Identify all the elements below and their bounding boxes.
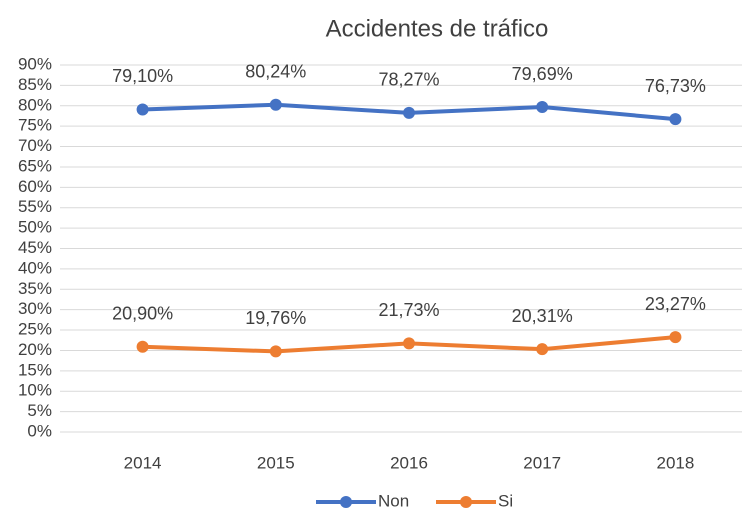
data-label: 20,31% (512, 306, 573, 326)
point (269, 345, 282, 358)
y-tick-label: 25% (18, 320, 52, 339)
point (403, 337, 415, 350)
data-label: 20,90% (112, 304, 173, 324)
y-tick-label: 55% (18, 197, 52, 216)
y-tick-label: 60% (18, 177, 52, 196)
y-tick-label: 15% (18, 360, 52, 379)
data-label: 21,73% (378, 300, 439, 320)
data-label: 23,27% (645, 294, 706, 314)
data-label: 78,27% (378, 70, 439, 90)
y-tick-label: 50% (18, 218, 52, 237)
point (403, 106, 415, 119)
data-label: 79,69% (512, 64, 573, 84)
y-tick-label: 85% (18, 75, 52, 94)
y-tick-label: 35% (18, 279, 52, 298)
y-tick-label: 5% (27, 401, 52, 420)
x-tick-label: 2014 (124, 453, 162, 472)
x-tick-label: 2017 (523, 453, 561, 472)
legend-label: Si (498, 491, 513, 510)
point (536, 343, 549, 356)
y-tick-label: 90% (18, 54, 52, 73)
data-label: 76,73% (645, 76, 706, 96)
point (669, 331, 682, 344)
data-label: 19,76% (245, 308, 306, 328)
y-tick-label: 40% (18, 258, 52, 277)
data-label: 80,24% (245, 62, 306, 82)
data-label: 79,10% (112, 66, 173, 86)
y-tick-label: 10% (18, 381, 52, 400)
y-tick-label: 20% (18, 340, 52, 359)
legend-label: Non (378, 491, 409, 510)
legend-marker (340, 496, 352, 508)
x-tick-label: 2018 (656, 453, 694, 472)
x-tick-label: 2015 (257, 453, 295, 472)
point (136, 103, 149, 116)
point (269, 98, 282, 111)
point (536, 101, 549, 114)
chart-title: Accidentes de tráfico (326, 15, 549, 42)
y-tick-label: 80% (18, 95, 52, 114)
y-tick-label: 45% (18, 238, 52, 257)
y-tick-label: 30% (18, 299, 52, 318)
y-tick-label: 65% (18, 156, 52, 175)
legend-marker (460, 496, 472, 508)
y-tick-label: 0% (27, 421, 52, 440)
point (136, 340, 149, 353)
y-tick-label: 75% (18, 116, 52, 135)
x-tick-label: 2016 (390, 453, 428, 472)
point (669, 113, 682, 126)
y-tick-label: 70% (18, 136, 52, 155)
